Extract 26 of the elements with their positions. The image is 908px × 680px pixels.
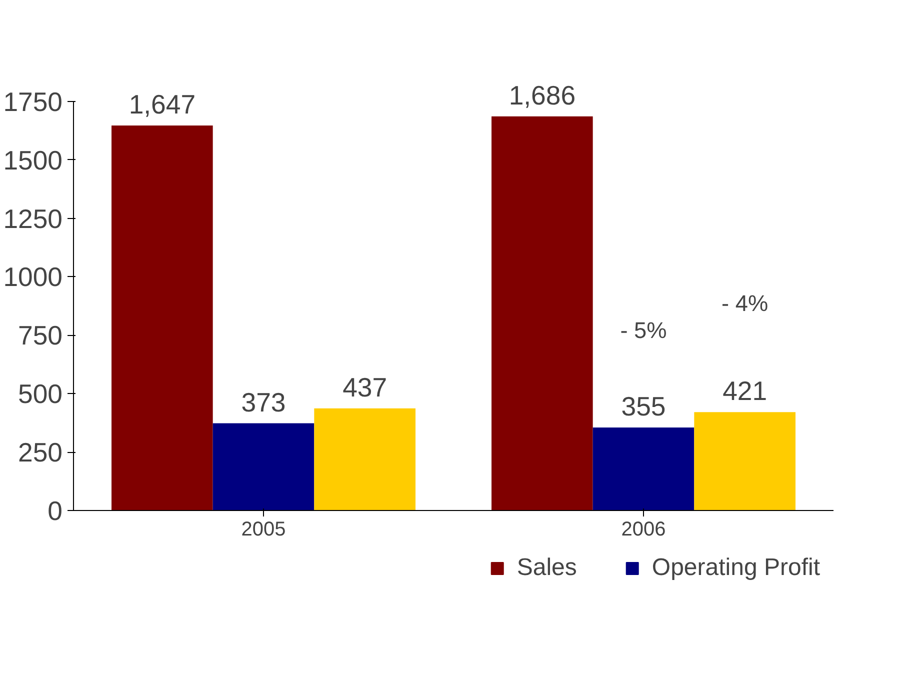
- annotation: - 5%: [620, 316, 667, 343]
- bar: [492, 116, 593, 510]
- x-tick-label: 2005: [241, 518, 286, 540]
- y-tick-label: 500: [18, 379, 63, 410]
- data-label: 421: [722, 376, 768, 406]
- annotation: - 4%: [722, 290, 768, 316]
- data-label: 1,647: [128, 89, 196, 120]
- data-label: 355: [621, 392, 666, 422]
- y-tick-label: 1000: [3, 262, 63, 292]
- bar: [694, 412, 796, 510]
- y-tick-label: 750: [18, 320, 63, 351]
- y-tick-label: 1250: [3, 204, 63, 234]
- y-tick-label: 1750: [3, 86, 63, 117]
- data-label: 373: [241, 387, 286, 418]
- bar: [112, 125, 213, 510]
- bar: [314, 408, 416, 510]
- legend-label: Operating Profit: [652, 554, 820, 582]
- legend-label: Sales: [516, 554, 577, 582]
- y-tick-label: 250: [18, 438, 63, 468]
- y-tick-label: 1500: [3, 145, 63, 176]
- y-tick-label: 0: [48, 496, 63, 526]
- bar: [212, 423, 314, 510]
- data-label: 437: [342, 372, 388, 402]
- x-tick-label: 2006: [621, 518, 666, 540]
- bar: [592, 428, 694, 510]
- data-label: 1,686: [508, 80, 576, 110]
